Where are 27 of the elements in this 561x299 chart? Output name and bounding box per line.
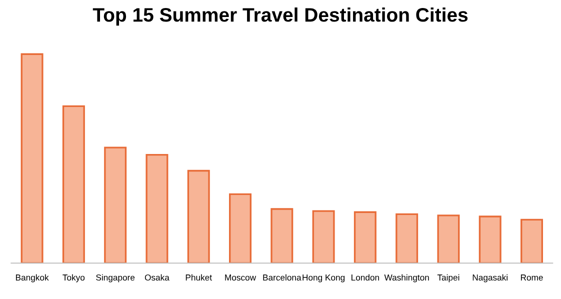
bar bbox=[520, 218, 544, 264]
bar bbox=[478, 216, 502, 264]
x-tick-label: Phuket bbox=[186, 274, 212, 281]
bar bbox=[104, 146, 127, 264]
bar bbox=[187, 170, 210, 264]
x-tick-label: Tokyo bbox=[62, 274, 85, 282]
x-tick-label: Washington bbox=[384, 274, 429, 282]
bar bbox=[437, 214, 460, 264]
x-tick-label: Bangkok bbox=[16, 274, 49, 282]
bar bbox=[354, 211, 376, 264]
bar bbox=[270, 208, 294, 264]
bar bbox=[146, 154, 168, 264]
x-tick-label: Moscow bbox=[225, 274, 256, 281]
x-tick-label: Rome bbox=[520, 274, 543, 281]
bar bbox=[229, 193, 252, 264]
x-tick-label: Taipei bbox=[437, 274, 460, 282]
x-tick-label: London bbox=[352, 274, 379, 281]
bar bbox=[62, 105, 85, 264]
bar bbox=[396, 213, 418, 264]
chart-title: Top 15 Summer Travel Destination Cities bbox=[92, 7, 468, 26]
x-tick-label: Barcelona bbox=[263, 274, 302, 281]
x-tick-label: Nagasaki bbox=[472, 274, 508, 282]
bar bbox=[20, 53, 44, 264]
x-tick-label: Osaka bbox=[144, 274, 170, 281]
x-tick-label: Hong Kong bbox=[302, 274, 345, 282]
x-tick-label: Singapore bbox=[96, 274, 135, 282]
bar bbox=[312, 210, 335, 264]
